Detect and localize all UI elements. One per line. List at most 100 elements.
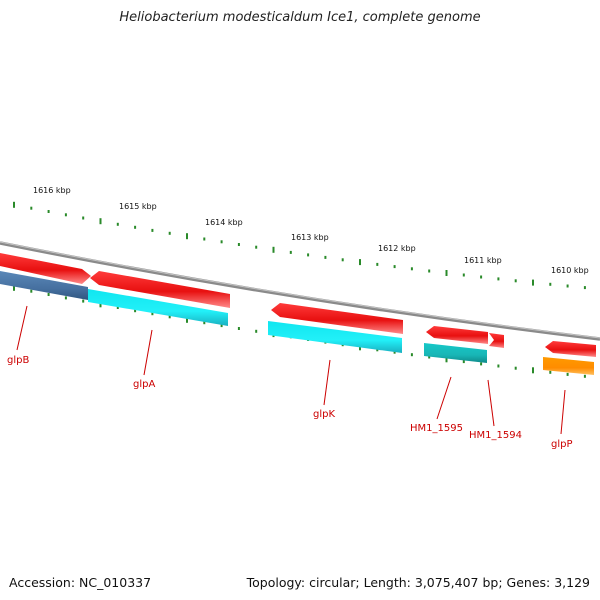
- upper-minor-tick: [341, 258, 344, 262]
- lower-major-tick: [186, 316, 188, 323]
- lower-minor-tick: [30, 289, 33, 293]
- gene-arrow-hm1-1595[interactable]: [424, 343, 487, 363]
- lower-major-tick: [99, 301, 102, 308]
- upper-minor-tick: [30, 206, 33, 210]
- upper-major-tick: [272, 246, 275, 253]
- lower-major-tick: [532, 367, 534, 374]
- upper-minor-tick: [462, 273, 465, 277]
- upper-minor-tick: [116, 222, 119, 226]
- gene-label-glpa: glpA: [133, 379, 155, 390]
- upper-minor-tick: [393, 265, 396, 269]
- scale-label-1610: 1610 kbp: [551, 266, 589, 275]
- leader-glpk: [323, 359, 331, 406]
- gene-arrow-forward-1[interactable]: [0, 253, 91, 284]
- gene-arrow-glpa[interactable]: [88, 289, 228, 326]
- upper-minor-tick: [220, 240, 223, 244]
- lower-minor-tick: [583, 374, 586, 378]
- upper-minor-tick: [410, 267, 413, 271]
- upper-minor-tick: [497, 277, 500, 281]
- leader-hm1-1595: [436, 376, 452, 420]
- gene-label-glpk: glpK: [313, 409, 335, 420]
- lower-minor-tick: [566, 372, 569, 376]
- gene-label-glpp: glpP: [551, 439, 573, 450]
- upper-minor-tick: [64, 213, 67, 217]
- upper-minor-tick: [289, 250, 292, 254]
- gene-arrow-forward-4[interactable]: [426, 326, 488, 344]
- lower-minor-tick: [151, 312, 154, 316]
- leader-glpp: [560, 389, 566, 435]
- accession-text: Accession: NC_010337: [9, 575, 152, 590]
- gene-arrow-glpb[interactable]: [0, 271, 88, 300]
- lower-minor-tick: [237, 327, 240, 330]
- lower-minor-tick: [64, 296, 67, 300]
- lower-minor-tick: [462, 360, 465, 364]
- lower-minor-tick: [497, 364, 500, 368]
- upper-minor-tick: [324, 255, 327, 259]
- genome-backbone: [0, 241, 600, 341]
- lower-minor-tick: [220, 324, 223, 328]
- lower-major-tick: [13, 284, 15, 291]
- upper-minor-tick: [168, 231, 171, 235]
- lower-minor-tick: [393, 350, 396, 354]
- leader-glpb: [16, 305, 28, 351]
- lower-minor-tick: [255, 329, 258, 333]
- lower-minor-tick: [376, 348, 379, 352]
- scale-label-1612: 1612 kbp: [378, 244, 416, 253]
- gene-arrow-hm1-1594[interactable]: [489, 333, 504, 348]
- upper-minor-tick: [376, 262, 379, 266]
- lower-minor-tick: [428, 355, 431, 359]
- upper-minor-tick: [134, 225, 137, 229]
- gene-arrow-forward-2[interactable]: [90, 271, 230, 308]
- upper-scale-ticks: [13, 201, 586, 290]
- genome-backbone-highlight: [0, 241, 600, 339]
- lower-minor-tick: [203, 321, 206, 325]
- upper-minor-tick: [151, 228, 154, 232]
- upper-minor-tick: [237, 243, 240, 246]
- scale-label-1616: 1616 kbp: [33, 186, 71, 195]
- lower-minor-tick: [514, 366, 517, 370]
- gene-label-glpb: glpB: [7, 355, 29, 366]
- gene-arrow-forward-6[interactable]: [545, 341, 596, 357]
- upper-minor-tick: [583, 286, 586, 290]
- gene-arrow-forward-3[interactable]: [271, 303, 403, 334]
- upper-minor-tick: [307, 253, 310, 257]
- upper-minor-tick: [203, 237, 206, 241]
- upper-major-tick: [186, 233, 188, 240]
- upper-minor-tick: [566, 284, 569, 288]
- gene-arrow-glpp[interactable]: [543, 357, 594, 375]
- upper-major-tick: [99, 218, 102, 225]
- gene-label-hm1-1595: HM1_1595: [410, 423, 463, 434]
- scale-label-1615: 1615 kbp: [119, 202, 157, 211]
- lower-major-tick: [445, 356, 448, 363]
- lower-minor-tick: [410, 353, 413, 357]
- lower-minor-tick: [134, 309, 137, 313]
- lower-minor-tick: [168, 315, 171, 319]
- upper-major-tick: [359, 259, 361, 266]
- scale-label-1613: 1613 kbp: [291, 233, 329, 242]
- upper-major-tick: [532, 279, 534, 286]
- scale-label-1614: 1614 kbp: [205, 218, 243, 227]
- genome-title: Heliobacterium modesticaldum Ice1, compl…: [119, 10, 481, 25]
- lower-minor-tick: [116, 306, 119, 309]
- leader-hm1-1594: [487, 379, 495, 427]
- gene-label-hm1-1594: HM1_1594: [469, 430, 522, 441]
- upper-major-tick: [13, 201, 15, 208]
- upper-minor-tick: [82, 216, 85, 220]
- upper-minor-tick: [514, 279, 517, 283]
- upper-minor-tick: [428, 269, 431, 273]
- upper-minor-tick: [549, 282, 552, 286]
- upper-major-tick: [445, 270, 448, 276]
- lower-minor-tick: [47, 293, 50, 296]
- lower-minor-tick: [549, 370, 552, 374]
- topology-text: Topology: circular; Length: 3,075,407 bp…: [246, 575, 590, 590]
- upper-minor-tick: [480, 275, 483, 279]
- lower-minor-tick: [82, 299, 85, 303]
- lower-minor-tick: [480, 362, 483, 366]
- upper-minor-tick: [255, 245, 258, 249]
- upper-minor-tick: [47, 210, 50, 213]
- leader-glpa: [143, 329, 153, 376]
- gene-arrow-glpk[interactable]: [268, 321, 402, 353]
- scale-label-1611: 1611 kbp: [464, 256, 502, 265]
